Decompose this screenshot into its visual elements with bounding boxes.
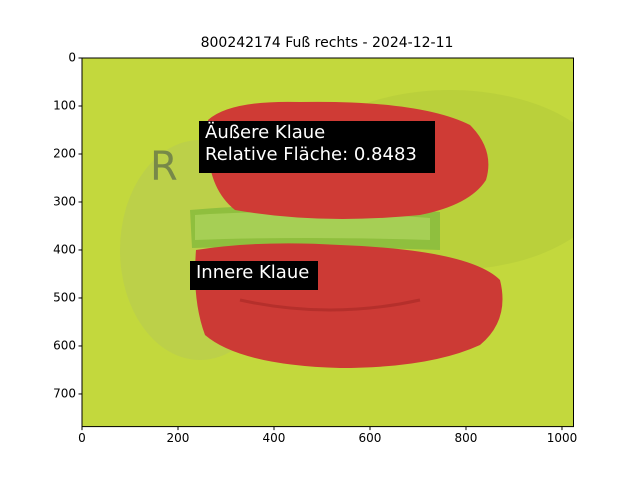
y-tick-label: 600 xyxy=(53,338,76,352)
svg-text:R: R xyxy=(150,144,178,190)
y-tick-label: 400 xyxy=(53,242,76,256)
x-tick-label: 1000 xyxy=(547,431,578,445)
image: R xyxy=(82,58,574,427)
x-tick-label: 200 xyxy=(167,431,190,445)
x-tick-label: 0 xyxy=(78,431,86,445)
annotation-box xyxy=(190,261,318,290)
annotation-text: Äußere Klaue xyxy=(205,122,325,143)
x-tick-label: 400 xyxy=(263,431,286,445)
y-tick-label: 0 xyxy=(68,51,76,65)
x-tick-label: 600 xyxy=(359,431,382,445)
y-tick-label: 200 xyxy=(53,146,76,160)
annotation-text: Relative Fläche: 0.8483 xyxy=(205,144,417,165)
annotation-text: Innere Klaue xyxy=(196,262,309,283)
chart-title: 800242174 Fuß rechts - 2024-12-11 xyxy=(201,35,454,51)
y-tick-label: 700 xyxy=(53,386,76,400)
axes-frame xyxy=(81,57,574,428)
y-tick-label: 500 xyxy=(53,290,76,304)
x-tick-label: 800 xyxy=(455,431,478,445)
annotation-box xyxy=(199,121,435,173)
y-tick-label: 100 xyxy=(53,98,76,112)
y-tick-label: 300 xyxy=(53,194,76,208)
